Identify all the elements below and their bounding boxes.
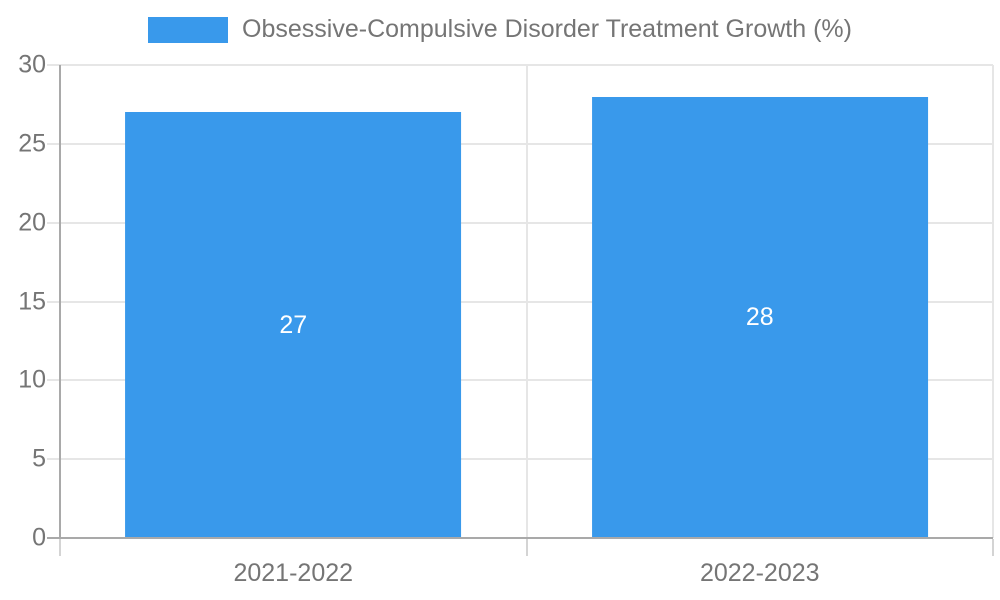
x-tick-label: 2021-2022	[233, 559, 354, 587]
y-tick-label: 5	[32, 444, 46, 473]
legend-label: Obsessive-Compulsive Disorder Treatment …	[242, 15, 852, 44]
gridline	[47, 64, 993, 66]
x-tick-label: 2022-2023	[699, 559, 820, 587]
x-axis: 2021-2022 2022-2023	[60, 558, 993, 588]
bar-bands: 27 28	[60, 65, 993, 538]
plot-area: 27 28	[47, 64, 994, 539]
y-tick-label: 30	[18, 50, 46, 79]
gridline	[47, 379, 993, 382]
x-axis-line	[47, 537, 993, 539]
axis-tick	[59, 539, 61, 556]
x-axis-ticks	[59, 539, 994, 556]
bar-band: 27	[60, 65, 527, 538]
band-divider-line	[992, 65, 994, 538]
gridline	[47, 142, 993, 145]
axis-tick	[992, 539, 994, 556]
legend: Obsessive-Compulsive Disorder Treatment …	[0, 15, 1000, 44]
y-tick-label: 15	[18, 287, 46, 315]
y-tick-label: 20	[18, 208, 46, 237]
y-axis-line	[59, 65, 61, 538]
y-tick-label: 0	[32, 523, 46, 552]
y-tick-label: 25	[18, 129, 46, 158]
axis-tick	[525, 539, 528, 556]
band-divider-line	[525, 65, 528, 538]
legend-color-swatch	[148, 17, 229, 43]
gridline	[47, 300, 993, 303]
gridline	[47, 221, 993, 224]
bar-value-label: 28	[745, 302, 774, 331]
bar[interactable]: 27	[125, 112, 462, 538]
bar[interactable]: 28	[591, 96, 928, 538]
bar-band: 28	[527, 65, 994, 538]
y-tick-label: 10	[18, 365, 46, 394]
y-axis: 0 5 10 15 20 25 30	[0, 52, 60, 550]
gridline	[47, 458, 993, 461]
bar-value-label: 27	[279, 310, 308, 339]
